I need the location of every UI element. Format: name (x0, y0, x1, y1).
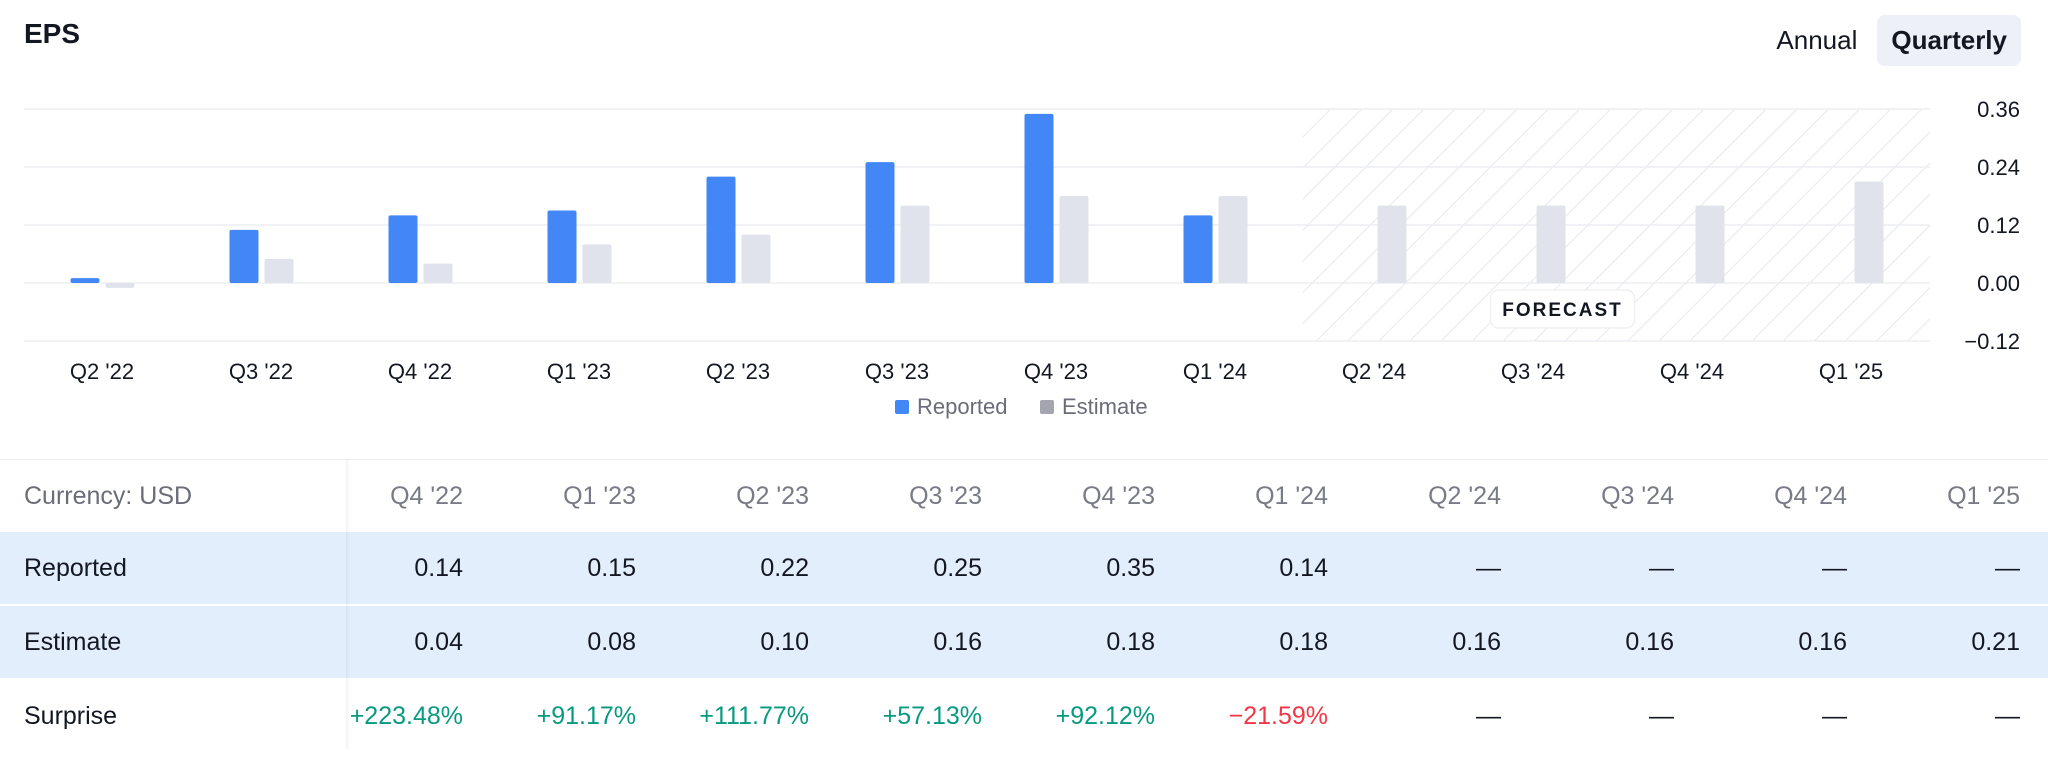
table-cell: 0.10 (760, 627, 809, 656)
table-cell: 0.16 (1452, 627, 1501, 656)
table-cell: 0.35 (1106, 553, 1155, 582)
period-toggle: Annual Quarterly (1762, 15, 2021, 66)
table-cell: 0.16 (1798, 627, 1847, 656)
bar-reported[interactable] (229, 229, 259, 283)
quarterly-button[interactable]: Quarterly (1877, 15, 2021, 66)
table-cell: +91.17% (536, 701, 636, 730)
table-cell: 0.25 (933, 553, 982, 582)
table-cell: 0.08 (587, 627, 636, 656)
bar-estimate[interactable] (1059, 196, 1089, 283)
x-tick-label: Q3 '24 (1501, 359, 1565, 384)
table-cell: — (1995, 553, 2020, 582)
x-tick-label: Q2 '22 (70, 359, 134, 384)
table-cell: +223.48% (349, 701, 463, 730)
table-cell: +92.12% (1055, 701, 1155, 730)
column-header: Q2 '24 (1428, 481, 1501, 510)
y-tick-label: 0.36 (1977, 97, 2020, 122)
column-header: Q1 '25 (1947, 481, 2020, 510)
bar-estimate[interactable] (264, 258, 294, 283)
bar-estimate[interactable] (741, 234, 771, 283)
bar-reported[interactable] (1024, 113, 1054, 283)
bar-estimate[interactable] (1854, 181, 1884, 284)
chart-title: EPS (24, 18, 81, 49)
eps-bar-chart: 0.36 0.24 0.12 0.00 −0.12 Q2 '22 Q3 '22 Q4 '22… (24, 97, 2020, 419)
table-cell: — (1995, 701, 2020, 730)
currency-label: Currency: USD (24, 481, 193, 510)
column-header: Q4 '22 (390, 481, 463, 510)
legend-swatch-estimate (1040, 400, 1054, 414)
bar-estimate[interactable] (423, 263, 453, 283)
table-cell: 0.16 (933, 627, 982, 656)
legend-swatch-reported (895, 400, 909, 414)
column-header: Q3 '23 (909, 481, 982, 510)
bar-estimate[interactable] (1377, 205, 1407, 283)
x-tick-label: Q4 '24 (1660, 359, 1724, 384)
table-cell: 0.18 (1106, 627, 1155, 656)
table-cell: — (1649, 701, 1674, 730)
row-label-surprise: Surprise (24, 701, 118, 730)
table-header-row: Currency: USD Q4 '22 Q1 '23 Q2 '23 Q3 '23 Q4… (0, 459, 2048, 532)
x-tick-label: Q2 '24 (1342, 359, 1406, 384)
table-cell: 0.21 (1971, 627, 2020, 656)
x-tick-label: Q3 '23 (865, 359, 929, 384)
bar-reported[interactable] (70, 278, 100, 283)
table-cell: — (1476, 701, 1501, 730)
table-cell: 0.15 (587, 553, 636, 582)
bar-reported[interactable] (547, 210, 577, 284)
row-label-estimate: Estimate (24, 627, 122, 656)
column-header: Q1 '23 (563, 481, 636, 510)
forecast-badge (1489, 289, 1636, 329)
column-header: Q4 '24 (1774, 481, 1847, 510)
bar-reported[interactable] (1183, 215, 1213, 283)
table-cell: — (1822, 553, 1847, 582)
table-cell: +57.13% (882, 701, 982, 730)
table-cell: 0.04 (414, 627, 463, 656)
annual-button[interactable]: Annual (1776, 25, 1858, 55)
bar-estimate[interactable] (900, 205, 930, 283)
table-row-reported: Reported 0.14 0.15 0.22 0.25 0.35 0.14 — — — — (0, 532, 2048, 606)
table-cell: 0.16 (1625, 627, 1674, 656)
bar-estimate[interactable] (582, 244, 612, 283)
eps-table: Currency: USD Q4 '22 Q1 '23 Q2 '23 Q3 '23 Q4… (0, 459, 2048, 752)
table-row-surprise: Surprise +223.48% +91.17% +111.77% +57.13% +… (0, 680, 2048, 752)
bar-reported[interactable] (388, 215, 418, 283)
legend-label-reported[interactable]: Reported (917, 394, 1008, 419)
legend-label-estimate[interactable]: Estimate (1062, 394, 1148, 419)
bar-reported[interactable] (706, 176, 736, 283)
y-tick-label: 0.00 (1977, 271, 2020, 296)
bar-estimate[interactable] (1695, 205, 1725, 283)
table-cell: 0.14 (414, 553, 463, 582)
table-cell: −21.59% (1228, 701, 1328, 730)
y-tick-label: −0.12 (1964, 329, 2020, 354)
bar-reported[interactable] (865, 162, 895, 283)
table-cell: 0.18 (1279, 627, 1328, 656)
table-cell: — (1476, 553, 1501, 582)
table-cell: — (1649, 553, 1674, 582)
x-tick-label: Q4 '22 (388, 359, 452, 384)
table-cell: 0.14 (1279, 553, 1328, 582)
x-tick-label: Q1 '25 (1819, 359, 1883, 384)
x-tick-label: Q1 '24 (1183, 359, 1247, 384)
y-tick-label: 0.24 (1977, 155, 2020, 180)
column-header: Q3 '24 (1601, 481, 1674, 510)
x-tick-label: Q2 '23 (706, 359, 770, 384)
column-divider-shadow (346, 459, 350, 749)
column-header: Q2 '23 (736, 481, 809, 510)
y-tick-label: 0.12 (1977, 213, 2020, 238)
table-cell: — (1822, 701, 1847, 730)
row-label-reported: Reported (24, 553, 127, 582)
bar-estimate[interactable] (1218, 196, 1248, 283)
table-cell: +111.77% (699, 701, 809, 730)
forecast-label: FORECAST (1502, 300, 1623, 321)
x-tick-label: Q4 '23 (1024, 359, 1088, 384)
bar-estimate[interactable] (1536, 205, 1566, 283)
x-tick-label: Q3 '22 (229, 359, 293, 384)
bar-estimate[interactable] (105, 283, 135, 288)
column-header: Q4 '23 (1082, 481, 1155, 510)
column-header: Q1 '24 (1255, 481, 1328, 510)
x-tick-label: Q1 '23 (547, 359, 611, 384)
table-row-estimate: Estimate 0.04 0.08 0.10 0.16 0.18 0.18 0.16 0.1… (0, 606, 2048, 680)
table-cell: 0.22 (760, 553, 809, 582)
